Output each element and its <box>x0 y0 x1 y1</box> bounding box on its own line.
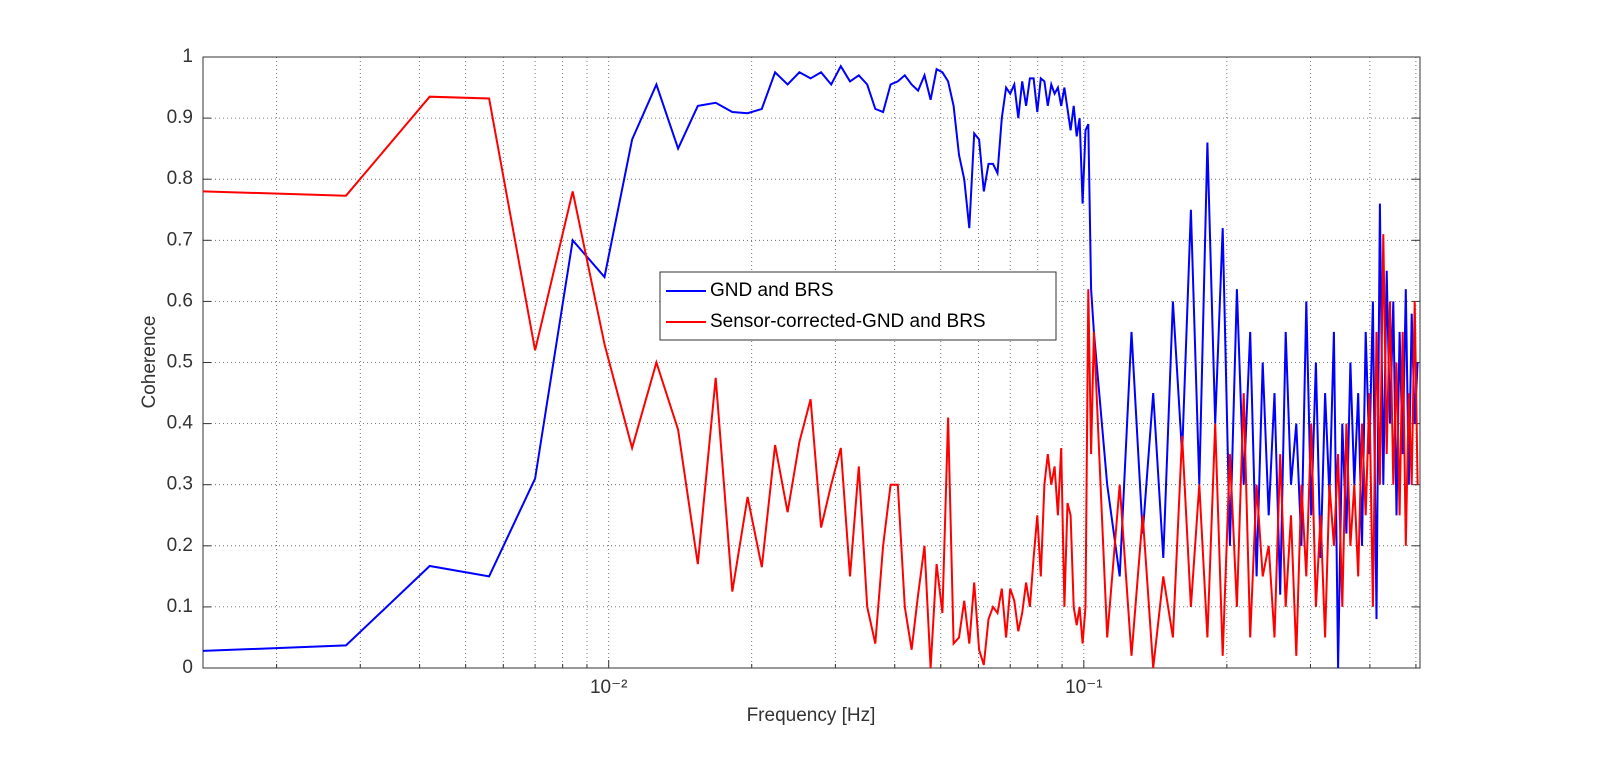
x-tick-label: 10⁻¹ <box>1065 677 1103 698</box>
y-tick-label: 0.8 <box>167 168 193 189</box>
legend: GND and BRS Sensor-corrected-GND and BRS <box>659 271 1057 341</box>
y-tick-label: 1 <box>182 46 193 67</box>
series-line <box>202 64 1419 669</box>
y-tick-label: 0.5 <box>167 352 193 373</box>
legend-box <box>659 271 1057 341</box>
y-tick-label: 0.1 <box>167 596 193 617</box>
y-tick-label: 0.6 <box>167 290 193 311</box>
y-tick-label: 0.4 <box>167 413 194 434</box>
x-axis-label: Frequency [Hz] <box>747 705 876 726</box>
series-line <box>202 95 1419 669</box>
y-tick-label: 0.3 <box>167 474 193 495</box>
y-axis-label: Coherence <box>139 316 160 409</box>
y-tick-label: 0.9 <box>167 107 193 128</box>
y-tick-label: 0.7 <box>167 229 193 250</box>
legend-label: Sensor-corrected-GND and BRS <box>710 311 986 332</box>
y-tick-label: 0 <box>182 657 193 678</box>
y-tick-label: 0.2 <box>167 535 193 556</box>
axes-box <box>202 56 1421 669</box>
legend-label: GND and BRS <box>710 280 834 301</box>
x-tick-label: 10⁻² <box>590 677 628 698</box>
